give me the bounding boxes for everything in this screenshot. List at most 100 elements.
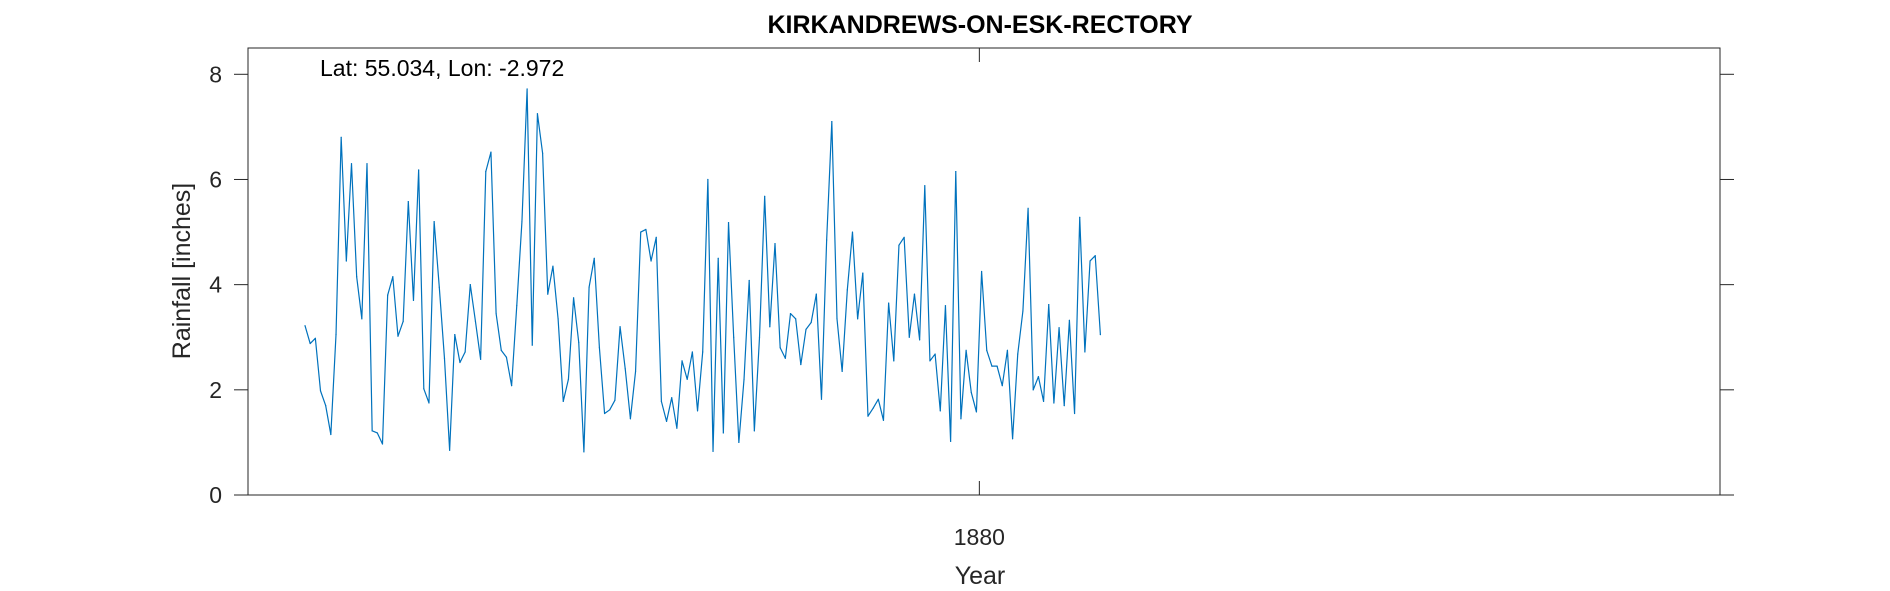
data-point-21	[412, 299, 415, 302]
data-point-135	[1001, 385, 1003, 387]
data-point-133	[991, 365, 993, 367]
data-point-118	[913, 293, 916, 295]
data-point-19	[402, 320, 404, 323]
data-point-74	[686, 378, 688, 380]
data-point-102	[831, 121, 833, 123]
data-point-124	[944, 305, 947, 307]
data-point-142	[1037, 376, 1040, 378]
data-point-22	[418, 169, 420, 171]
data-point-25	[433, 220, 435, 223]
data-point-66	[645, 228, 647, 231]
data-point-85	[743, 378, 745, 380]
data-point-23	[423, 388, 425, 390]
data-point-13	[371, 430, 373, 432]
data-point-111	[877, 398, 879, 400]
data-point-151	[1084, 351, 1086, 353]
data-point-123	[939, 410, 941, 412]
data-point-100	[820, 398, 823, 400]
data-point-50	[562, 400, 564, 402]
data-point-82	[727, 221, 730, 224]
data-point-36	[490, 151, 492, 153]
data-point-108	[862, 272, 864, 274]
data-point-63	[629, 418, 632, 420]
data-point-8	[345, 260, 347, 262]
data-point-68	[655, 236, 657, 238]
data-point-88	[758, 336, 761, 338]
data-point-148	[1068, 319, 1070, 322]
data-point-98	[810, 321, 812, 324]
data-point-53	[578, 341, 580, 344]
data-point-92	[779, 347, 781, 349]
data-point-35	[485, 170, 487, 173]
data-point-107	[857, 318, 859, 320]
data-point-43	[526, 88, 528, 90]
data-point-115	[898, 244, 900, 246]
data-point-15	[381, 443, 384, 445]
data-point-39	[505, 356, 508, 358]
data-point-81	[722, 432, 724, 434]
data-point-144	[1048, 304, 1050, 306]
data-point-75	[691, 351, 693, 353]
data-point-93	[784, 357, 786, 359]
x-ticks: 1880	[954, 48, 1005, 550]
data-point-114	[893, 360, 895, 362]
data-point-52	[572, 297, 575, 299]
data-point-59	[609, 409, 611, 411]
data-point-152	[1089, 260, 1091, 262]
data-point-70	[665, 420, 668, 422]
data-point-125	[950, 440, 952, 442]
data-point-97	[805, 328, 807, 330]
data-point-12	[366, 163, 368, 165]
data-point-145	[1053, 402, 1055, 404]
y-axis-label: Rainfall [inches]	[168, 183, 196, 359]
data-point-87	[753, 430, 755, 432]
data-point-58	[603, 412, 606, 415]
data-point-141	[1032, 389, 1034, 391]
data-point-129	[970, 391, 972, 394]
data-point-95	[795, 318, 797, 320]
data-point-96	[800, 363, 802, 366]
data-point-10	[356, 276, 358, 278]
plot-area: 0 2 4 6 8 1880	[209, 47, 1734, 550]
data-point-116	[903, 236, 905, 238]
data-point-73	[681, 360, 683, 362]
data-point-11	[361, 318, 363, 320]
data-point-29	[454, 334, 456, 336]
data-point-137	[1011, 438, 1014, 440]
data-point-147	[1063, 405, 1065, 407]
data-point-78	[707, 178, 709, 181]
data-point-28	[449, 449, 451, 451]
data-point-32	[469, 284, 471, 286]
data-point-130	[975, 411, 978, 413]
data-point-86	[748, 279, 750, 282]
data-point-49	[557, 318, 559, 320]
data-point-80	[717, 257, 719, 259]
data-point-89	[764, 195, 766, 197]
data-point-64	[634, 370, 637, 373]
data-points	[304, 88, 1101, 453]
data-point-113	[888, 302, 890, 304]
data-point-121	[929, 360, 931, 362]
data-point-56	[593, 257, 595, 259]
data-point-150	[1079, 216, 1081, 218]
data-point-134	[996, 365, 998, 367]
data-point-94	[789, 312, 792, 315]
data-point-9	[350, 163, 353, 165]
data-point-48	[552, 265, 554, 267]
data-point-79	[712, 450, 714, 452]
data-point-38	[500, 349, 502, 351]
data-point-62	[624, 368, 626, 370]
data-point-24	[428, 402, 430, 404]
data-point-71	[671, 397, 673, 399]
data-point-128	[965, 349, 967, 351]
data-point-14	[376, 432, 378, 434]
data-point-1	[309, 342, 311, 345]
data-point-51	[567, 378, 570, 380]
x-tick-label-1880: 1880	[954, 524, 1005, 550]
data-point-117	[908, 336, 910, 338]
y-tick-label-0: 0	[209, 482, 222, 508]
data-point-31	[464, 351, 466, 353]
data-point-46	[542, 152, 544, 154]
data-point-54	[583, 451, 585, 453]
data-point-57	[598, 347, 601, 349]
